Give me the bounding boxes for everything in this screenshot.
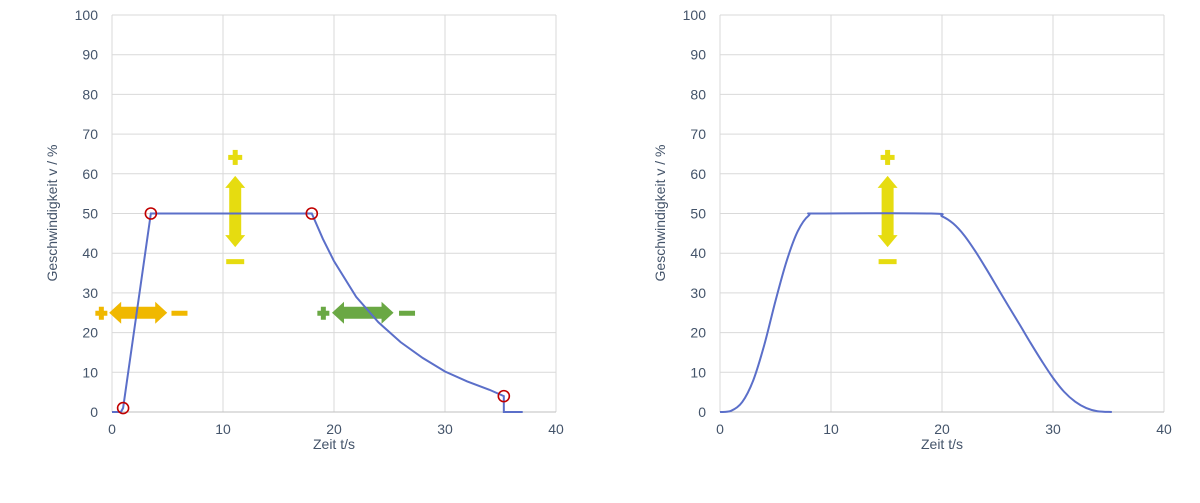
- x-tick-label: 20: [326, 421, 342, 437]
- speed-chart-right-svg: 0 10 20 30 40 50 60 70 80 90 100 0 10 20 30 40 Zeit t/s…: [652, 7, 1172, 452]
- vertical-adjust-arrow: [225, 149, 246, 265]
- y-tick-label: 10: [82, 364, 98, 380]
- y-tick-label: 90: [82, 47, 98, 63]
- minus-icon: [226, 259, 245, 265]
- x-tick-label: 40: [1156, 421, 1172, 437]
- y-tick-label: 90: [690, 47, 706, 63]
- breakpoint-marker: [116, 401, 130, 415]
- y-tick-label: 80: [82, 86, 98, 102]
- y-tick-label: 50: [690, 206, 706, 222]
- x-tick-label: 10: [823, 421, 839, 437]
- y-axis-title: Geschwindigkeit v / %: [44, 145, 60, 282]
- y-tick-label: 10: [690, 364, 706, 380]
- y-tick-label: 40: [690, 245, 706, 261]
- plus-icon: [232, 149, 238, 165]
- plus-icon: [320, 306, 326, 320]
- y-tick-label: 40: [82, 245, 98, 261]
- breakpoint-marker: [144, 207, 158, 220]
- x-tick-label: 20: [934, 421, 950, 437]
- y-tick-label: 50: [82, 206, 98, 222]
- breakpoint-marker: [305, 207, 319, 220]
- plus-icon: [885, 149, 891, 165]
- y-tick-label: 30: [82, 285, 98, 301]
- speed-profile-line: [112, 212, 523, 413]
- x-axis-title: Zeit t/s: [921, 436, 963, 452]
- y-tick-label: 100: [75, 7, 99, 23]
- y-axis-title: Geschwindigkeit v / %: [652, 145, 668, 282]
- x-axis-title: Zeit t/s: [313, 436, 355, 452]
- double-arrow-shape: [332, 301, 394, 324]
- x-tick-label: 40: [548, 421, 564, 437]
- speed-profile-line: [719, 212, 1112, 413]
- speed-chart-left: 0 10 20 30 40 50 60 70 80 90 100 0 10 20 30 40 Zeit t/s…: [0, 0, 600, 498]
- double-arrow-shape: [225, 175, 246, 248]
- x-tick-label: 10: [215, 421, 231, 437]
- y-tick-label: 0: [90, 404, 98, 420]
- vertical-adjust-arrow: [877, 149, 898, 265]
- breakpoint-marker: [497, 389, 511, 403]
- plus-icon: [98, 306, 104, 320]
- speed-chart-left-svg: 0 10 20 30 40 50 60 70 80 90 100 0 10 20 30 40 Zeit t/s…: [44, 7, 564, 452]
- y-tick-label: 80: [690, 86, 706, 102]
- speed-chart-right: 0 10 20 30 40 50 60 70 80 90 100 0 10 20 30 40 Zeit t/s…: [608, 0, 1200, 498]
- y-tick-label: 60: [82, 166, 98, 182]
- y-tick-label: 0: [698, 404, 706, 420]
- double-arrow-shape: [877, 175, 898, 248]
- minus-icon: [878, 259, 897, 265]
- y-tick-label: 100: [683, 7, 707, 23]
- y-tick-label: 20: [690, 325, 706, 341]
- horizontal-adjust-arrow: [95, 301, 188, 324]
- minus-icon: [171, 310, 188, 316]
- x-tick-label: 0: [108, 421, 116, 437]
- x-tick-label: 30: [437, 421, 453, 437]
- x-tick-label: 0: [716, 421, 724, 437]
- minus-icon: [399, 310, 416, 316]
- y-tick-label: 20: [82, 325, 98, 341]
- double-arrow-shape: [109, 301, 168, 324]
- y-tick-label: 70: [82, 126, 98, 142]
- y-tick-label: 70: [690, 126, 706, 142]
- x-tick-label: 30: [1045, 421, 1061, 437]
- horizontal-adjust-arrow: [317, 301, 416, 324]
- y-tick-label: 30: [690, 285, 706, 301]
- y-tick-label: 60: [690, 166, 706, 182]
